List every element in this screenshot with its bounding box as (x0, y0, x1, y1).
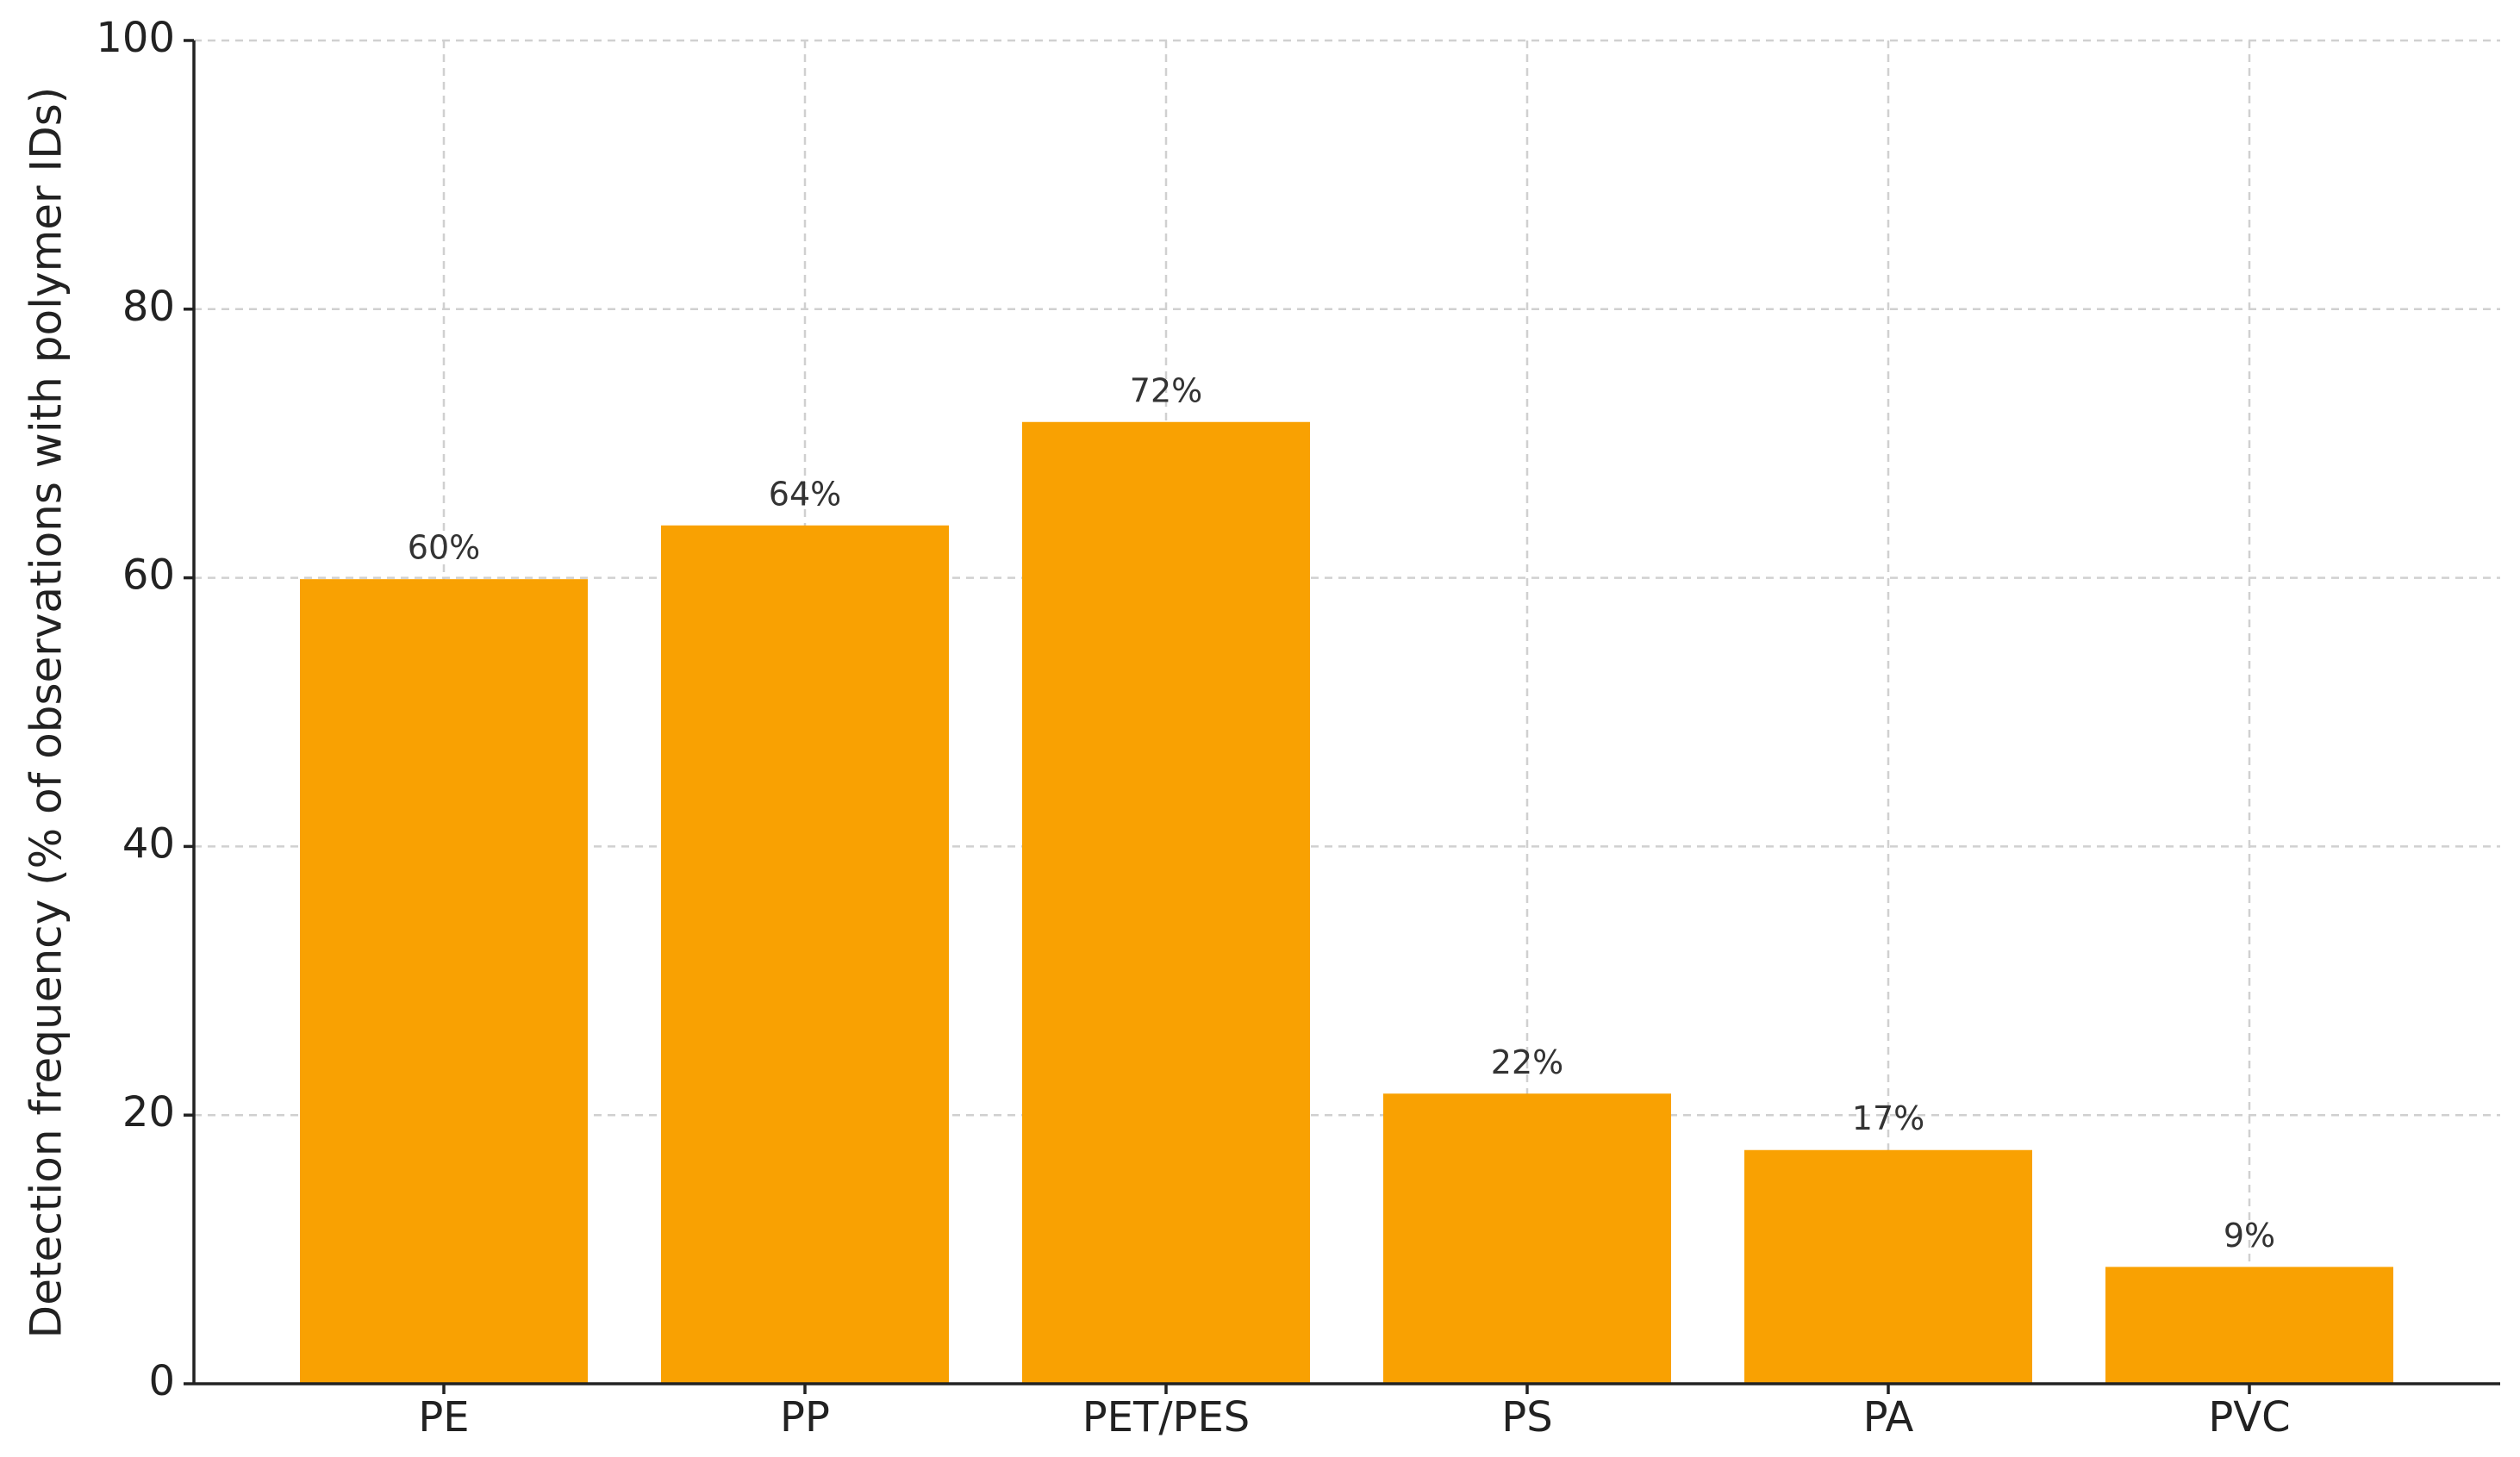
y-tick-label: 0 (148, 1357, 175, 1405)
value-label: 64% (769, 475, 841, 513)
y-tick-label: 100 (96, 14, 175, 62)
x-tick-label: PA (1863, 1393, 1914, 1441)
bar (300, 579, 588, 1384)
y-tick-label: 80 (122, 283, 175, 331)
bar (661, 525, 949, 1384)
value-label: 17% (1852, 1099, 1924, 1137)
x-tick-label: PS (1501, 1393, 1552, 1441)
y-tick-label: 60 (122, 551, 175, 600)
value-label: 72% (1130, 371, 1202, 409)
value-label: 22% (1491, 1043, 1563, 1081)
value-label: 9% (2224, 1217, 2275, 1255)
y-tick-label: 40 (122, 819, 175, 868)
bar (1383, 1093, 1671, 1384)
bar (2105, 1267, 2393, 1384)
x-tick-label: PET/PES (1082, 1393, 1251, 1441)
bar (1022, 421, 1310, 1385)
bar (1744, 1149, 2032, 1384)
value-label: 60% (408, 529, 480, 567)
x-tick-label: PP (780, 1393, 830, 1441)
x-tick-label: PE (418, 1393, 469, 1441)
y-tick-label: 20 (122, 1088, 175, 1136)
y-axis-label: Detection frequency (% of observations w… (22, 87, 72, 1339)
x-tick-label: PVC (2208, 1393, 2290, 1441)
